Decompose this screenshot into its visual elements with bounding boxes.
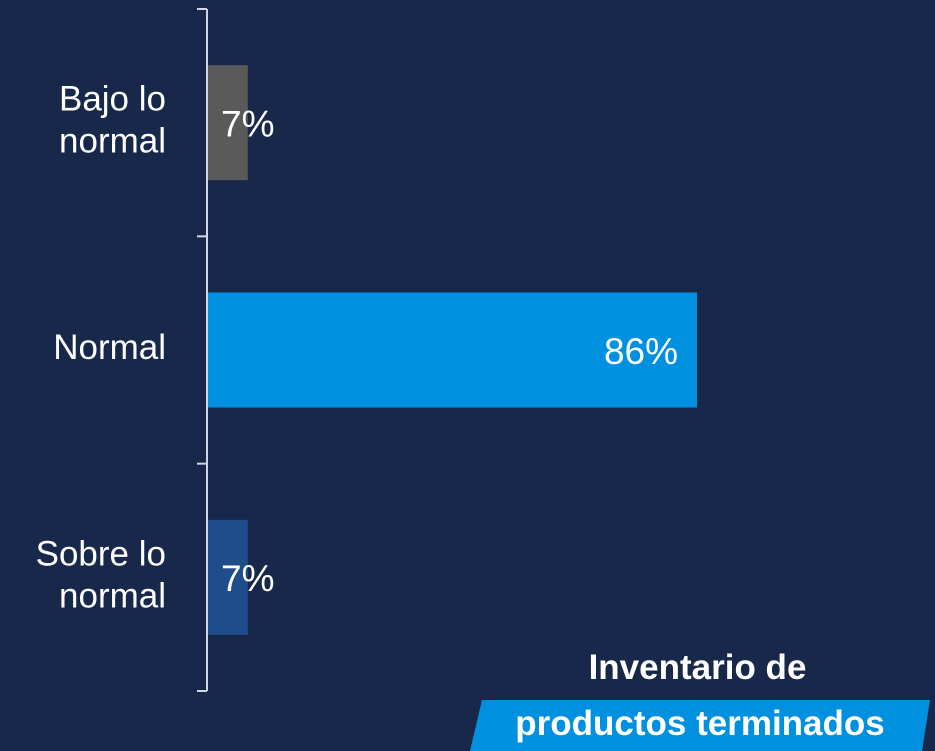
category-label: Bajo lo normal: [59, 80, 166, 161]
category-labels: Bajo lo normal Normal Sobre lo normal: [36, 80, 166, 616]
value-label: 7%: [221, 103, 274, 144]
value-label: 86%: [604, 331, 678, 372]
chart-title-line1: Inventario de: [588, 648, 807, 687]
bars: [208, 65, 697, 635]
bar-3: [208, 519, 248, 635]
value-labels: 7% 86% 7%: [221, 103, 678, 599]
y-axis: [197, 8, 208, 692]
category-label: Normal: [53, 328, 166, 367]
category-label: Sobre lo normal: [36, 535, 166, 616]
value-label: 7%: [221, 558, 274, 599]
title-highlight-band: [470, 700, 930, 751]
bar-2: [208, 292, 697, 408]
bar-1: [208, 65, 248, 181]
chart-title-line2: productos terminados: [515, 704, 885, 743]
